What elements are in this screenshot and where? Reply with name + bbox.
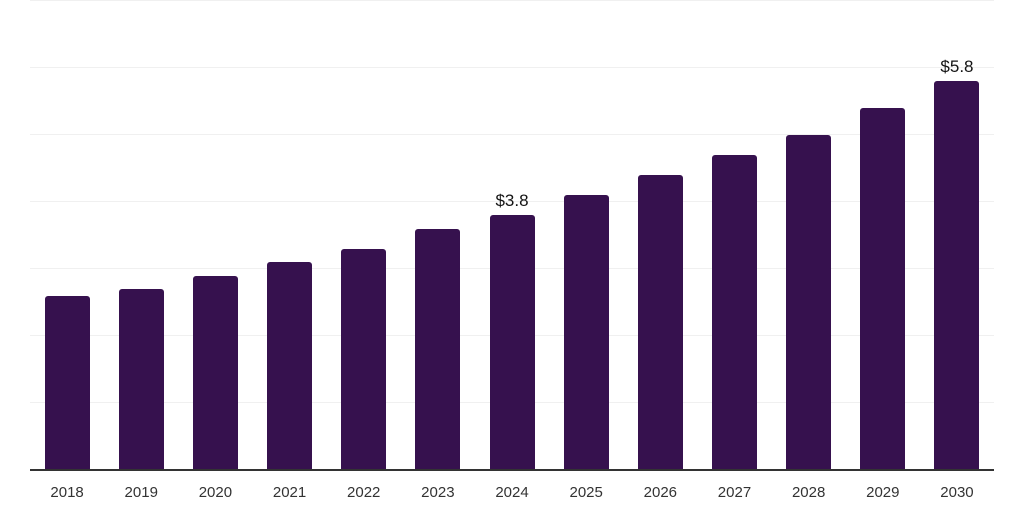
x-axis-line xyxy=(30,469,994,471)
x-tick-2025: 2025 xyxy=(569,484,603,501)
plot-area: $3.8 $5.8 xyxy=(30,0,994,470)
bar-value-label-2030: $5.8 xyxy=(940,57,974,77)
x-tick-2022: 2022 xyxy=(347,484,381,501)
bar-2029 xyxy=(860,108,906,470)
bar-2018 xyxy=(44,295,90,470)
x-tick-2019: 2019 xyxy=(124,484,158,501)
bar-2028 xyxy=(786,135,832,470)
gridline-6 xyxy=(30,67,994,68)
bar-2019 xyxy=(118,289,164,470)
bar-chart: $3.8 $5.8 2018 2019 2020 2021 2022 2023 2024 202… xyxy=(30,0,994,512)
bars-group: $3.8 $5.8 xyxy=(30,1,994,470)
gridline-4 xyxy=(30,201,994,202)
bar-slot-2029 xyxy=(846,1,920,470)
bar-slot-2027 xyxy=(697,1,771,470)
bar-slot-2025 xyxy=(549,1,623,470)
gridline-5 xyxy=(30,134,994,135)
bar-slot-2019 xyxy=(104,1,178,470)
bar-2021 xyxy=(267,262,313,470)
x-tick-2020: 2020 xyxy=(198,484,233,501)
bar-2020 xyxy=(192,275,238,470)
bar-slot-2024: $3.8 xyxy=(475,1,549,470)
bar-2026 xyxy=(637,175,683,470)
bar-value-label-2024: $3.8 xyxy=(495,191,529,211)
bar-slot-2020 xyxy=(178,1,252,470)
x-tick-2021: 2021 xyxy=(272,484,307,501)
bar-slot-2026 xyxy=(623,1,697,470)
bar-2030 xyxy=(934,81,980,470)
bar-2027 xyxy=(711,155,757,470)
bar-slot-2018 xyxy=(30,1,104,470)
gridline-7 xyxy=(30,0,994,1)
bar-2022 xyxy=(341,248,387,470)
x-tick-2018: 2018 xyxy=(50,484,84,501)
bar-slot-2030: $5.8 xyxy=(920,1,994,470)
x-tick-2028: 2028 xyxy=(791,484,826,501)
x-axis-tick-labels: 2018 2019 2020 2021 2022 2023 2024 2025 2026 2027… xyxy=(30,484,994,502)
bar-2023 xyxy=(415,228,461,470)
x-tick-2024: 2024 xyxy=(495,484,529,501)
x-tick-2026: 2026 xyxy=(643,484,678,501)
bar-slot-2028 xyxy=(772,1,846,470)
bar-slot-2021 xyxy=(252,1,326,470)
bar-2024 xyxy=(489,215,535,470)
bar-slot-2022 xyxy=(327,1,401,470)
x-tick-2029: 2029 xyxy=(866,484,900,501)
bar-2025 xyxy=(563,195,609,470)
x-tick-2027: 2027 xyxy=(717,484,752,501)
bar-slot-2023 xyxy=(401,1,475,470)
x-tick-2023: 2023 xyxy=(421,484,455,501)
x-tick-2030: 2030 xyxy=(940,484,974,501)
